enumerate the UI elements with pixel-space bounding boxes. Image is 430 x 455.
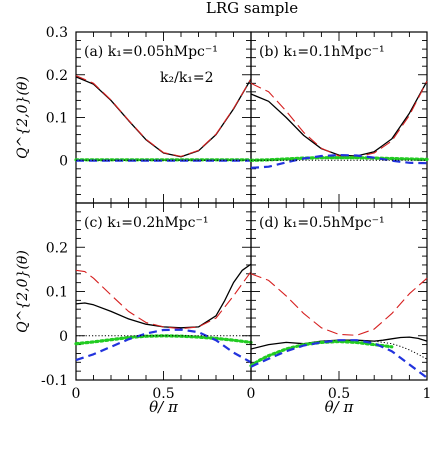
series-line: [250, 336, 428, 350]
x-tick-label: 0.5: [328, 386, 350, 402]
series-line: [75, 328, 252, 364]
panel-label: (a) k₁=0.05hMpc⁻¹: [84, 44, 218, 60]
series-line: [374, 340, 428, 360]
series-line: [75, 269, 252, 330]
series-line: [75, 263, 252, 329]
x-axis-label: θ/ π: [149, 398, 179, 416]
y-axis-label: Q^{2,0}(θ): [15, 76, 31, 159]
x-tick-label: 0: [72, 386, 81, 402]
series-line: [250, 80, 428, 158]
figure-title: LRG sample: [206, 0, 298, 17]
series-line: [250, 339, 428, 379]
panel-label: (c) k₁=0.2hMpc⁻¹: [84, 215, 208, 231]
y-tick-label: -0.1: [41, 373, 68, 389]
series-line: [249, 156, 429, 162]
y-tick-label: 0.3: [46, 25, 68, 41]
panel-label: (d) k₁=0.5hMpc⁻¹: [259, 215, 385, 231]
series-line: [75, 75, 252, 157]
y-axis-label: Q^{2,0}(θ): [15, 250, 31, 333]
panel-label: (b) k₁=0.1hMpc⁻¹: [259, 44, 385, 60]
x-tick-label: 0: [247, 386, 256, 402]
y-tick-label: 0.2: [46, 68, 68, 84]
series-line: [249, 339, 394, 368]
x-axis-label: θ/ π: [325, 398, 355, 416]
series-line: [75, 76, 252, 158]
series-line: [250, 80, 428, 157]
x-tick-label: 1: [423, 386, 430, 402]
y-tick-label: 0.1: [46, 285, 68, 301]
series-line: [250, 154, 428, 169]
y-tick-label: 0: [59, 329, 68, 345]
y-tick-label: 0.1: [46, 111, 68, 127]
series-line: [250, 273, 428, 336]
y-tick-label: 0: [59, 153, 68, 169]
panel-sublabel: k₂/k₁=2: [160, 70, 214, 86]
series-line: [74, 334, 253, 346]
x-tick-label: 0.5: [152, 386, 174, 402]
y-tick-label: 0.2: [46, 240, 68, 256]
